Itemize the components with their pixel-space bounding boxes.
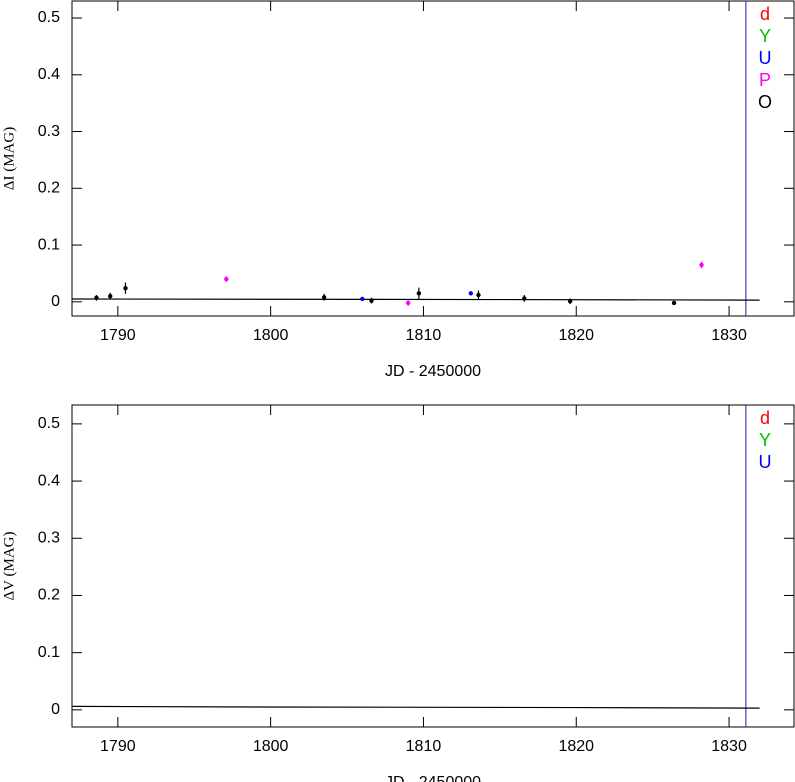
x-tick-label: 1790 xyxy=(100,738,136,755)
x-tick-label: 1790 xyxy=(100,327,136,344)
data-point xyxy=(468,291,474,296)
plot-frame xyxy=(71,404,795,728)
x-axis-title: JD - 2450000 xyxy=(385,774,481,782)
data-point xyxy=(416,291,422,296)
data-point xyxy=(699,262,704,268)
y-tick-label: 0.3 xyxy=(38,123,60,140)
y-tick-label: 0.3 xyxy=(38,529,60,546)
x-tick-label: 1830 xyxy=(711,327,747,344)
data-point xyxy=(123,285,128,291)
y-tick-label: 0.2 xyxy=(38,180,60,197)
x-tick-label: 1800 xyxy=(253,738,289,755)
x-tick-label: 1830 xyxy=(711,738,747,755)
data-point xyxy=(671,300,677,306)
x-tick-label: 1800 xyxy=(253,327,289,344)
y-tick-label: 0 xyxy=(51,293,60,310)
y-tick-label: 0.2 xyxy=(38,587,60,604)
data-point xyxy=(108,293,113,299)
legend-entry: Y xyxy=(759,430,771,450)
legend-entry: O xyxy=(758,92,772,112)
x-tick-label: 1810 xyxy=(406,738,442,755)
data-point xyxy=(369,298,374,303)
y-tick-label: 0.4 xyxy=(38,66,60,83)
y-axis-title: ΔV (MAG) xyxy=(1,532,17,601)
data-point xyxy=(321,295,327,300)
x-axis-title: JD - 2450000 xyxy=(385,363,481,380)
legend-entry: P xyxy=(759,70,771,90)
x-tick-label: 1810 xyxy=(406,327,442,344)
x-tick-label: 1820 xyxy=(558,738,594,755)
data-point xyxy=(567,299,573,304)
y-tick-label: 0.5 xyxy=(38,9,60,26)
model-line xyxy=(71,298,760,301)
data-point xyxy=(476,292,481,298)
y-tick-label: 0.1 xyxy=(38,236,60,253)
y-tick-label: 0.5 xyxy=(38,415,60,432)
y-tick-label: 0.1 xyxy=(38,644,60,661)
legend-entry: d xyxy=(760,4,770,24)
x-tick-label: 1820 xyxy=(558,327,594,344)
data-point xyxy=(224,276,229,282)
data-point xyxy=(94,295,99,301)
model-line xyxy=(71,705,760,709)
data-point xyxy=(405,300,411,306)
y-tick-label: 0 xyxy=(51,701,60,718)
data-point xyxy=(360,296,365,302)
data-point xyxy=(522,296,527,301)
legend-entry: d xyxy=(760,408,770,428)
y-axis-title: ΔI (MAG) xyxy=(1,127,17,190)
plot-frame xyxy=(71,0,795,317)
legend-entry: U xyxy=(759,48,772,68)
legend-entry: Y xyxy=(759,26,771,46)
y-tick-label: 0.4 xyxy=(38,472,60,489)
legend-entry: U xyxy=(759,452,772,472)
